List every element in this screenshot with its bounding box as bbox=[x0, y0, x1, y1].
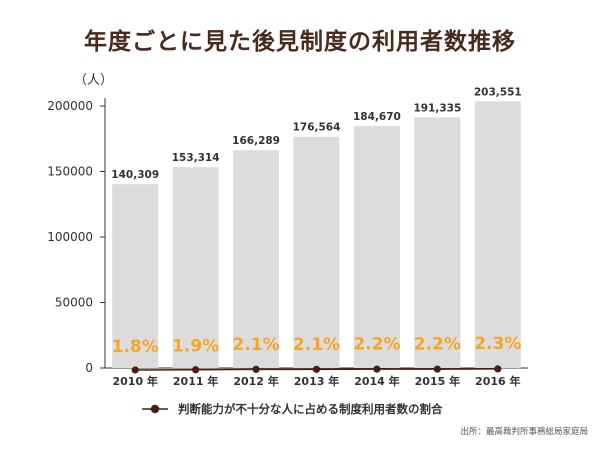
ratio-marker bbox=[373, 365, 381, 373]
x-axis-category-labels: 2010 年 2011 年 2012 年 2013 年 2014 年 2015 年 2016… bbox=[112, 374, 520, 388]
y-tick-label: 50000 bbox=[55, 296, 93, 310]
ratio-percent-label: 2.3% bbox=[474, 334, 521, 354]
y-axis-unit-label: （人） bbox=[74, 73, 113, 88]
ratio-percent-label: 2.2% bbox=[353, 334, 400, 354]
bar-value-label: 203,551 bbox=[474, 86, 522, 98]
y-tick-label: 0 bbox=[85, 361, 93, 375]
legend: 判断能力が不十分な人に占める制度利用者数の割合 bbox=[142, 402, 443, 416]
bar bbox=[414, 117, 461, 368]
ratio-marker bbox=[312, 365, 321, 373]
y-tick-label: 200000 bbox=[47, 99, 93, 113]
ratio-percent-label: 1.8% bbox=[112, 337, 159, 357]
source-note: 出所：最高裁判所事務総局家庭局 bbox=[460, 426, 588, 437]
ratio-marker bbox=[192, 366, 200, 374]
bar bbox=[233, 150, 280, 368]
bar bbox=[293, 136, 340, 368]
y-tick-label: 100000 bbox=[47, 230, 93, 244]
ratio-percent-label: 2.2% bbox=[414, 334, 461, 354]
bars-group bbox=[112, 101, 521, 368]
x-category-label: 2012 年 bbox=[233, 374, 278, 388]
bar bbox=[112, 184, 159, 368]
legend-marker-swatch bbox=[150, 404, 160, 414]
ratio-marker bbox=[433, 365, 441, 373]
x-category-label: 2014 年 bbox=[354, 374, 399, 388]
y-axis-ticks: 0 50000 100000 150000 200000 bbox=[47, 99, 105, 375]
legend-label: 判断能力が不十分な人に占める制度利用者数の割合 bbox=[178, 402, 443, 416]
x-category-label: 2016 年 bbox=[475, 374, 520, 388]
y-tick-label: 150000 bbox=[47, 165, 93, 179]
x-category-label: 2013 年 bbox=[294, 374, 339, 388]
chart-title: 年度ごとに見た後見制度の利用者数推移 bbox=[84, 29, 516, 55]
ratio-percent-label: 2.1% bbox=[293, 335, 340, 355]
ratio-percent-label: 2.1% bbox=[232, 335, 279, 355]
ratio-markers bbox=[131, 365, 502, 374]
bar-value-label: 191,335 bbox=[413, 102, 461, 114]
bar bbox=[474, 101, 521, 368]
bar-value-label: 166,289 bbox=[232, 135, 280, 147]
ratio-marker bbox=[131, 366, 139, 374]
x-category-label: 2011 年 bbox=[173, 374, 218, 388]
ratio-marker bbox=[252, 365, 260, 373]
bar-value-label: 184,670 bbox=[353, 111, 401, 123]
ratio-percent-label: 1.9% bbox=[172, 336, 219, 356]
bar bbox=[353, 126, 400, 368]
bar-value-labels: 140,309 153,314 166,289 176,564 184,670 191,3… bbox=[111, 86, 521, 181]
bar-value-label: 140,309 bbox=[111, 169, 159, 181]
bar-value-label: 176,564 bbox=[293, 122, 341, 134]
ratio-marker bbox=[494, 365, 502, 373]
x-category-label: 2010 年 bbox=[112, 374, 157, 388]
bar bbox=[172, 167, 219, 368]
bar-value-label: 153,314 bbox=[172, 152, 220, 164]
x-category-label: 2015 年 bbox=[415, 374, 460, 388]
ratio-percent-labels: 1.8% 1.9% 2.1% 2.1% 2.2% 2.2% 2.3% bbox=[112, 334, 522, 357]
